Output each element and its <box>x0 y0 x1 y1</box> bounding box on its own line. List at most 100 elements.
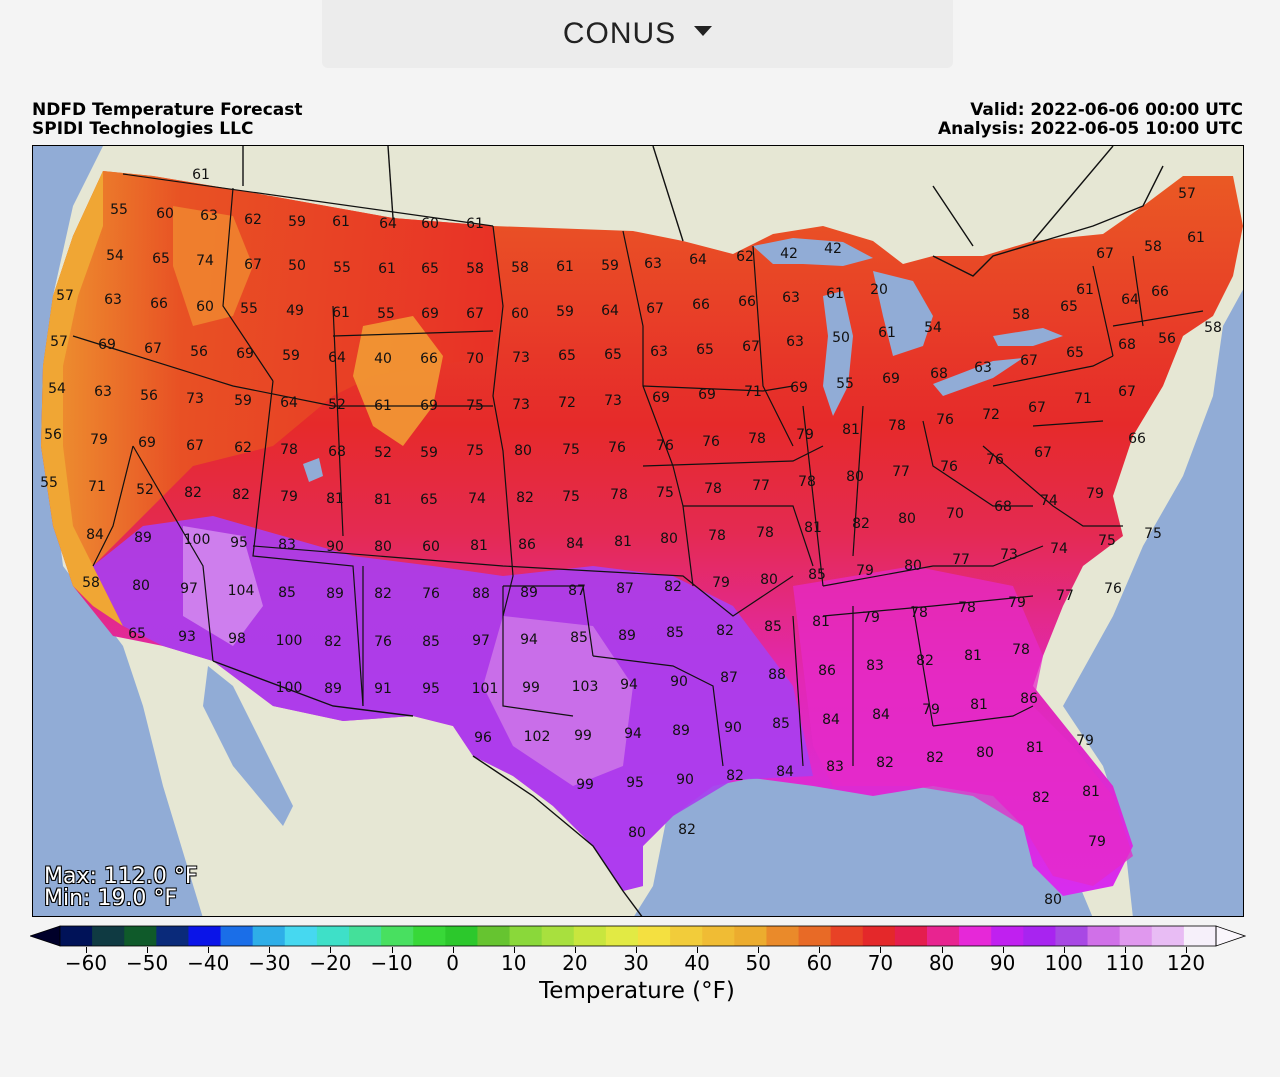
colorbar-tick-label: 100 <box>1044 951 1083 975</box>
lake-erie <box>933 358 1023 396</box>
temp-label: 78 <box>280 442 298 458</box>
temp-label: 61 <box>1076 282 1094 298</box>
region-dropdown[interactable]: CONUS <box>322 0 953 68</box>
temp-label: 58 <box>1144 239 1162 255</box>
temp-label: 79 <box>1086 486 1104 502</box>
temp-label: 86 <box>1020 691 1038 707</box>
max-temp: Max: 112.0 °F <box>44 864 198 889</box>
temp-label: 77 <box>1056 588 1074 604</box>
temp-label: 68 <box>1118 337 1136 353</box>
temp-label: 89 <box>134 530 152 546</box>
temp-label: 59 <box>282 348 300 364</box>
temp-label: 82 <box>232 487 250 503</box>
colorbar-tick-label: −10 <box>370 951 413 975</box>
temp-label: 71 <box>1074 391 1092 407</box>
temp-label: 76 <box>374 634 392 650</box>
temp-label: 65 <box>558 348 576 364</box>
temp-label: 63 <box>94 384 112 400</box>
temp-label: 42 <box>780 246 798 262</box>
colorbar-swatch <box>156 926 189 946</box>
temp-label: 82 <box>716 623 734 639</box>
temp-label: 87 <box>568 583 586 599</box>
temp-label: 81 <box>1082 784 1100 800</box>
temp-label: 63 <box>974 360 992 376</box>
temp-label: 80 <box>374 539 392 555</box>
temp-label: 82 <box>726 768 744 784</box>
temp-label: 55 <box>333 260 351 276</box>
temp-label: 81 <box>842 422 860 438</box>
colorbar-swatch <box>862 926 896 946</box>
temp-label: 61 <box>826 286 844 302</box>
temperature-map[interactable]: 61 55 60 63 62 59 61 64 60 61 54 65 74 67 50 55 61 65 58 58… <box>32 145 1244 917</box>
colorbar-ticks: −60 −50 −40 −30 −20 −10 0 10 20 30 40 50 60 70 80 90 100… <box>0 947 1280 981</box>
temp-label: 55 <box>377 306 395 322</box>
colorbar-swatch <box>670 926 703 946</box>
temp-label: 67 <box>1096 246 1114 262</box>
temp-label: 59 <box>601 258 619 274</box>
temp-label: 73 <box>604 393 622 409</box>
temp-label: 77 <box>892 464 910 480</box>
temp-label: 42 <box>824 241 842 257</box>
temp-label: 79 <box>1088 834 1106 850</box>
colorbar-tick-label: −20 <box>309 951 352 975</box>
temp-label: 81 <box>970 697 988 713</box>
colorbar-tick-label: 60 <box>806 951 833 975</box>
temp-label: 72 <box>558 395 576 411</box>
temp-label: 99 <box>522 680 540 696</box>
temp-label: 20 <box>870 282 888 298</box>
temp-label: 78 <box>748 431 766 447</box>
coastal-band <box>41 171 123 626</box>
colorbar-swatch <box>573 926 607 946</box>
temp-label: 69 <box>98 337 116 353</box>
temp-label: 60 <box>511 306 529 322</box>
temp-label: 56 <box>1158 331 1176 347</box>
temp-label: 81 <box>812 614 830 630</box>
temp-label: 97 <box>180 581 198 597</box>
temp-label: 54 <box>106 248 124 264</box>
pacific-ocean <box>33 146 203 916</box>
colorbar-tick-label: −60 <box>64 951 108 975</box>
temp-label: 50 <box>288 258 306 274</box>
max-min-readout: Max: 112.0 °F Min: 19.0 °F <box>44 866 198 910</box>
colorbar-tick-label: 80 <box>928 951 955 975</box>
colorbar-arrow-right <box>1215 925 1246 947</box>
temp-label: 75 <box>1144 526 1162 542</box>
colorbar-tick-mark <box>941 947 943 953</box>
temp-label: 65 <box>696 342 714 358</box>
temp-label: 79 <box>862 610 880 626</box>
temp-label: 64 <box>280 395 298 411</box>
temp-label: 67 <box>144 341 162 357</box>
temp-label: 97 <box>472 633 490 649</box>
colorbar-tick-mark <box>269 947 271 953</box>
temp-label: 84 <box>776 764 794 780</box>
atlantic-ocean <box>1063 289 1243 916</box>
temp-label: 75 <box>656 485 674 501</box>
colorbar-tick-label: 20 <box>562 951 588 975</box>
temp-label: 54 <box>924 320 942 336</box>
colorbar-swatch <box>284 926 318 946</box>
temp-label: 87 <box>720 670 738 686</box>
colorbar-swatch <box>1023 926 1056 946</box>
colorbar-tick-mark <box>1002 947 1004 953</box>
temp-label: 84 <box>566 536 584 552</box>
temp-label: 66 <box>692 297 710 313</box>
colorbar-swatch <box>734 926 767 946</box>
temp-label: 95 <box>626 775 644 791</box>
temp-label: 66 <box>420 351 438 367</box>
temp-label: 89 <box>324 681 342 697</box>
southeast-magenta <box>793 566 1133 886</box>
great-salt-lake <box>303 458 323 482</box>
temp-label: 81 <box>374 492 392 508</box>
temp-label: 69 <box>882 371 900 387</box>
colorbar-swatch <box>894 926 928 946</box>
temp-label: 75 <box>1098 533 1116 549</box>
temp-label: 100 <box>276 680 303 696</box>
temp-label: 86 <box>518 537 536 553</box>
temp-label: 60 <box>156 206 174 222</box>
temp-label: 68 <box>328 444 346 460</box>
temp-label: 66 <box>738 294 756 310</box>
temp-label: 65 <box>420 492 438 508</box>
temp-label: 67 <box>186 438 204 454</box>
temp-label: 78 <box>704 481 722 497</box>
colorbar-tick-mark <box>513 947 515 953</box>
